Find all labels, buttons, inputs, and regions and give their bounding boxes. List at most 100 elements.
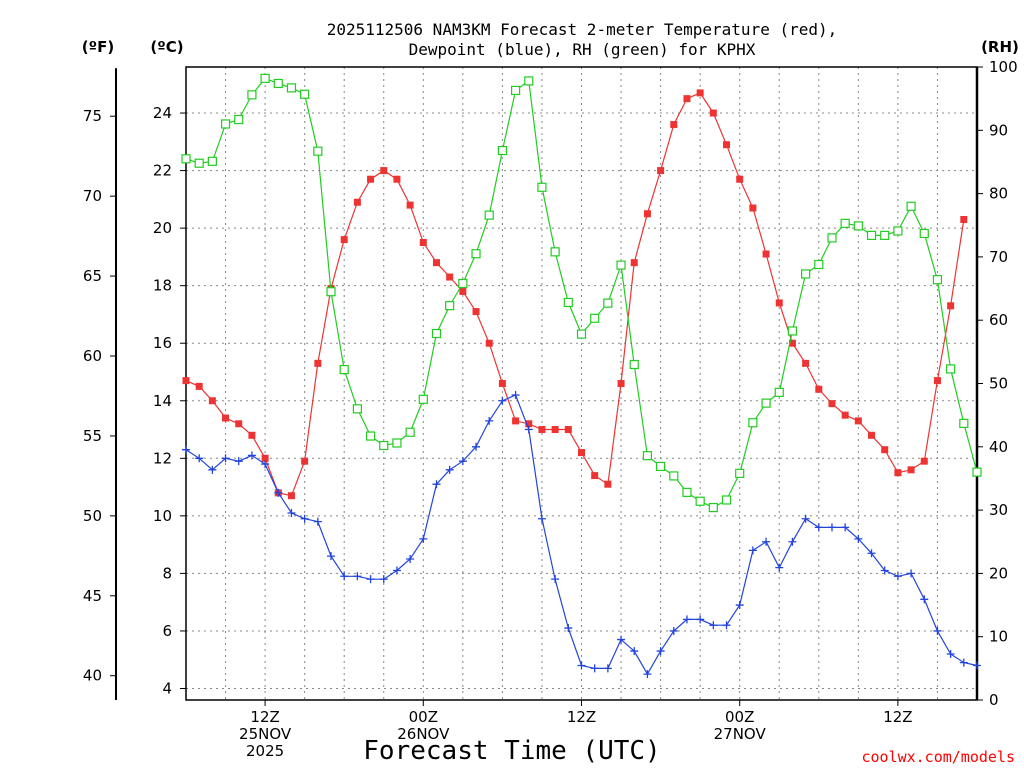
series-1-point-23 — [485, 416, 494, 425]
fahrenheit-tick-label-6: 70 — [83, 187, 102, 205]
series-0-point-17 — [406, 201, 414, 209]
series-2-point-51 — [853, 221, 863, 231]
series-1-point-15 — [379, 575, 388, 584]
series-0-point-18 — [419, 239, 427, 247]
x-tick-label-0-2: 25NOV — [239, 725, 292, 743]
series-2-point-5 — [247, 90, 257, 100]
axes: 4 6 8 10 12 14 16 18 20 22 24 40 45 50 55 60 65 70 75 0 10 20… — [83, 58, 1018, 760]
celsius-tick-label-1: 6 — [162, 622, 172, 640]
fahrenheit-tick-label-3: 55 — [83, 427, 102, 445]
rh-unit-label: (RH) — [981, 38, 1019, 56]
series-0-point-38 — [683, 95, 691, 103]
series-1-point-24 — [498, 396, 507, 405]
series-1-point-41 — [722, 621, 731, 630]
x-tick-label-0-1: 12Z — [250, 708, 279, 726]
rh-tick-label-5: 50 — [989, 375, 1008, 393]
x-axis-label: Forecast Time (UTC) — [363, 736, 660, 766]
series-0-point-44 — [762, 250, 770, 258]
series-0-point-29 — [564, 426, 572, 434]
series-0-point-55 — [907, 466, 915, 474]
series-1-point-36 — [656, 647, 665, 656]
series-1-point-18 — [419, 534, 428, 543]
series-1-point-32 — [603, 664, 612, 673]
series-1-point-25 — [511, 391, 520, 400]
rh-tick-label-0: 0 — [989, 691, 999, 709]
series-0-point-48 — [815, 385, 823, 393]
celsius-tick-label-2: 8 — [162, 564, 172, 582]
series-1-point-55 — [907, 569, 916, 578]
series-2 — [181, 73, 982, 513]
rh-tick-label-1: 10 — [989, 628, 1008, 646]
series-1-point-3 — [221, 454, 230, 463]
series-1-point-9 — [300, 514, 309, 523]
series-0-point-41 — [723, 141, 731, 149]
series-2-point-4 — [234, 114, 244, 125]
series-2-point-26 — [524, 76, 534, 86]
fahrenheit-tick-label-2: 50 — [83, 507, 102, 525]
series-2-point-0 — [181, 154, 191, 164]
series-2-point-44 — [761, 398, 771, 408]
series-1-point-51 — [854, 534, 863, 543]
series-0-point-21 — [459, 287, 467, 295]
series-2-point-23 — [484, 210, 494, 220]
series-2-point-45 — [774, 387, 784, 397]
series-0-point-45 — [775, 299, 783, 307]
series-2-point-54 — [893, 226, 903, 236]
series-0-point-25 — [512, 417, 520, 425]
series-1-point-57 — [933, 626, 942, 635]
series-1-point-20 — [445, 465, 454, 474]
series-1-point-44 — [762, 537, 771, 546]
series-1-point-39 — [696, 615, 705, 624]
gridlines — [186, 67, 977, 700]
series-0-point-30 — [578, 449, 585, 457]
series-2-point-10 — [313, 146, 323, 156]
series-2-point-9 — [300, 89, 310, 99]
series-0-point-43 — [749, 204, 757, 212]
series-1-point-45 — [775, 563, 784, 572]
series-0-point-54 — [894, 469, 902, 477]
fahrenheit-unit-label: (ºF) — [82, 38, 114, 56]
series-1-point-22 — [472, 442, 481, 451]
series-0-point-26 — [525, 420, 533, 428]
fahrenheit-tick-label-1: 45 — [83, 587, 102, 605]
series-1-point-16 — [392, 566, 401, 575]
series-2-point-11 — [326, 287, 336, 297]
data-series — [181, 73, 982, 679]
series-0-point-47 — [802, 359, 810, 367]
series-0-point-33 — [617, 380, 625, 387]
fahrenheit-tick-label-0: 40 — [83, 667, 102, 685]
rh-tick-label-6: 60 — [989, 311, 1008, 329]
series-0-point-3 — [222, 414, 230, 422]
series-2-point-6 — [260, 73, 270, 83]
series-0-point-16 — [393, 175, 401, 183]
series-1-point-40 — [709, 621, 718, 630]
rh-tick-label-7: 70 — [989, 248, 1008, 266]
series-2-point-16 — [392, 438, 402, 448]
series-0-point-40 — [709, 109, 717, 117]
series-2-point-42 — [735, 468, 745, 478]
series-0-point-58 — [947, 302, 955, 310]
series-0-point-0 — [182, 377, 190, 385]
series-1-point-5 — [247, 451, 256, 460]
series-0-point-1 — [195, 382, 203, 390]
series-0-point-20 — [446, 273, 454, 281]
series-1-point-31 — [590, 664, 599, 673]
rh-tick-label-4: 40 — [989, 438, 1008, 456]
series-2-point-35 — [642, 451, 653, 461]
series-1-point-42 — [735, 601, 744, 610]
series-1-point-35 — [643, 670, 652, 679]
series-0-point-28 — [551, 426, 559, 434]
x-tick-label-3-1: 00Z — [725, 708, 754, 726]
x-tick-label-1-1: 00Z — [409, 708, 438, 726]
series-0-point-51 — [854, 417, 862, 425]
series-1-point-46 — [788, 537, 797, 546]
series-1-point-52 — [867, 549, 876, 558]
celsius-tick-label-8: 20 — [153, 219, 172, 237]
series-2-point-49 — [827, 233, 837, 243]
series-0 — [182, 89, 968, 500]
series-1-point-12 — [340, 572, 349, 581]
series-0-point-36 — [657, 167, 665, 175]
series-1-point-38 — [682, 615, 691, 624]
celsius-tick-label-7: 18 — [153, 277, 172, 295]
